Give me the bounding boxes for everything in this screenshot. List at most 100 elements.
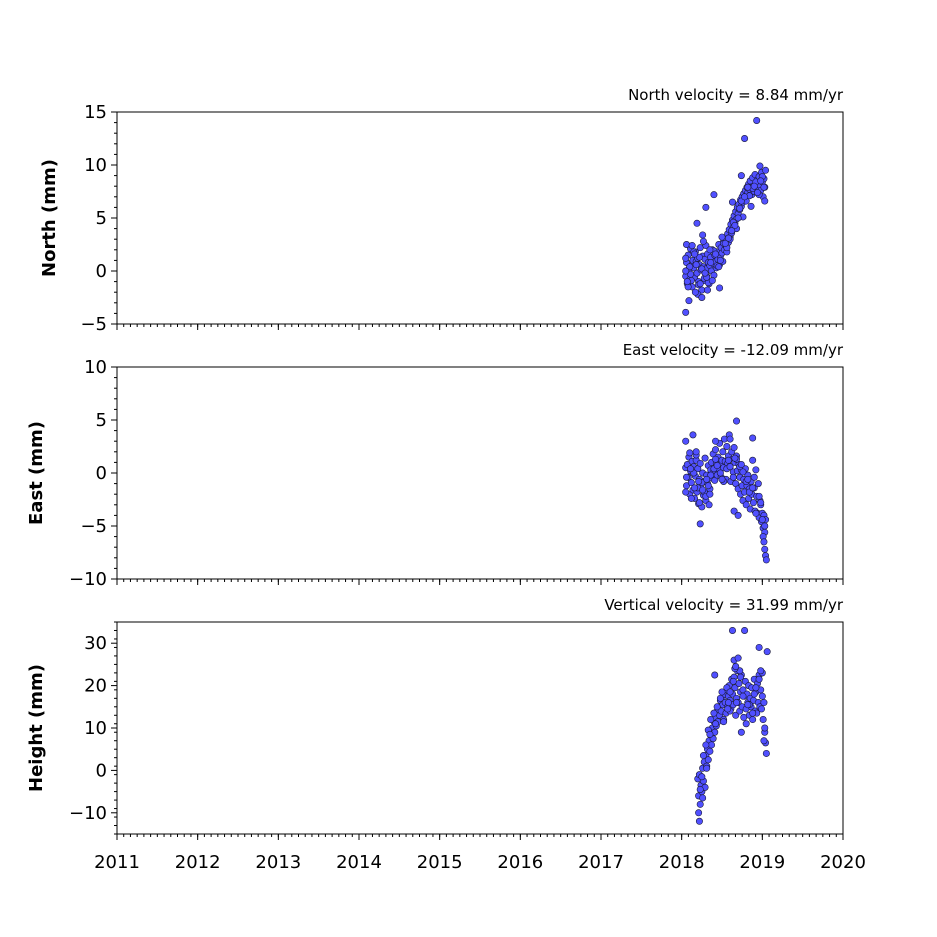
data-point	[760, 737, 768, 745]
data-point	[760, 183, 768, 191]
data-point	[692, 448, 700, 456]
data-point	[687, 465, 695, 473]
data-point	[687, 479, 695, 487]
data-point	[749, 709, 757, 717]
data-point	[686, 263, 694, 271]
data-point	[701, 454, 709, 462]
data-point	[737, 728, 745, 736]
data-point	[736, 204, 744, 212]
data-point	[757, 667, 765, 675]
data-point	[710, 709, 718, 717]
data-point	[683, 278, 691, 286]
data-point	[724, 699, 732, 707]
data-point	[696, 800, 704, 808]
y-tick-label: 0	[96, 261, 107, 282]
data-point	[749, 456, 757, 464]
data-point	[761, 724, 769, 732]
data-point	[683, 241, 691, 249]
x-tick-label: 2018	[659, 852, 705, 873]
data-point	[730, 507, 738, 515]
data-point	[715, 263, 723, 271]
data-point	[691, 484, 699, 492]
data-point	[762, 749, 770, 757]
y-tick-label: −5	[80, 314, 107, 335]
data-point	[750, 473, 758, 481]
data-point	[755, 675, 763, 683]
data-point	[757, 499, 765, 507]
height-x-ticks	[116, 834, 844, 840]
east-panel: East velocity = -12.09 mm/yr East (mm) −…	[26, 341, 844, 590]
x-tick-label: 2013	[255, 852, 301, 873]
data-point	[757, 177, 765, 185]
data-point	[696, 520, 704, 528]
data-point	[762, 556, 770, 564]
data-point	[695, 499, 703, 507]
data-point	[706, 747, 714, 755]
data-point	[732, 711, 740, 719]
east-axes-frame	[116, 366, 844, 580]
x-tick-label: 2015	[417, 852, 463, 873]
data-point	[761, 545, 769, 553]
data-point	[692, 261, 700, 269]
data-point	[702, 741, 710, 749]
data-point	[711, 671, 719, 679]
height-ylabel: Height (mm)	[26, 664, 47, 792]
data-point	[703, 764, 711, 772]
data-point	[696, 459, 704, 467]
data-point	[744, 183, 752, 191]
data-point	[716, 469, 724, 477]
data-point	[703, 286, 711, 294]
data-point	[689, 431, 697, 439]
data-point	[737, 172, 745, 180]
north-panel: North velocity = 8.84 mm/yr North (mm) −…	[39, 86, 844, 335]
data-point	[737, 461, 745, 469]
data-point	[705, 501, 713, 509]
data-point	[728, 626, 736, 634]
data-point	[754, 480, 762, 488]
data-point	[704, 756, 712, 764]
data-point	[712, 720, 720, 728]
data-point	[731, 221, 739, 229]
data-point	[741, 626, 749, 634]
y-tick-label: 0	[96, 463, 107, 484]
data-point	[734, 214, 742, 222]
data-point	[763, 648, 771, 656]
data-point	[716, 694, 724, 702]
data-point	[707, 259, 715, 267]
y-tick-label: 20	[84, 676, 107, 697]
data-point	[733, 699, 741, 707]
east-ylabel: East (mm)	[26, 421, 47, 525]
data-point	[716, 284, 724, 292]
east-x-ticks	[116, 579, 844, 585]
data-point	[732, 663, 740, 671]
data-point	[699, 231, 707, 239]
north-velocity-title: North velocity = 8.84 mm/yr	[628, 86, 844, 104]
x-tick-label: 2019	[739, 852, 785, 873]
data-point	[734, 511, 742, 519]
vertical-velocity-title: Vertical velocity = 31.99 mm/yr	[604, 596, 844, 614]
data-point	[762, 166, 770, 174]
height-axes-frame	[116, 621, 844, 835]
data-point	[734, 654, 742, 662]
y-tick-label: 10	[84, 718, 107, 739]
data-point	[742, 720, 750, 728]
x-tick-label: 2016	[497, 852, 543, 873]
data-point	[728, 198, 736, 206]
data-point	[729, 473, 737, 481]
data-point	[752, 466, 760, 474]
data-point	[688, 242, 696, 250]
data-point	[686, 449, 694, 457]
data-point	[710, 191, 718, 199]
x-tick-label: 2014	[336, 852, 382, 873]
data-point	[752, 509, 760, 517]
data-point	[707, 471, 715, 479]
data-point	[703, 475, 711, 483]
data-point	[726, 688, 734, 696]
data-point	[753, 116, 761, 124]
data-point	[712, 455, 720, 463]
data-point	[749, 499, 757, 507]
data-point	[721, 239, 729, 247]
data-point	[719, 448, 727, 456]
data-point	[741, 193, 749, 201]
